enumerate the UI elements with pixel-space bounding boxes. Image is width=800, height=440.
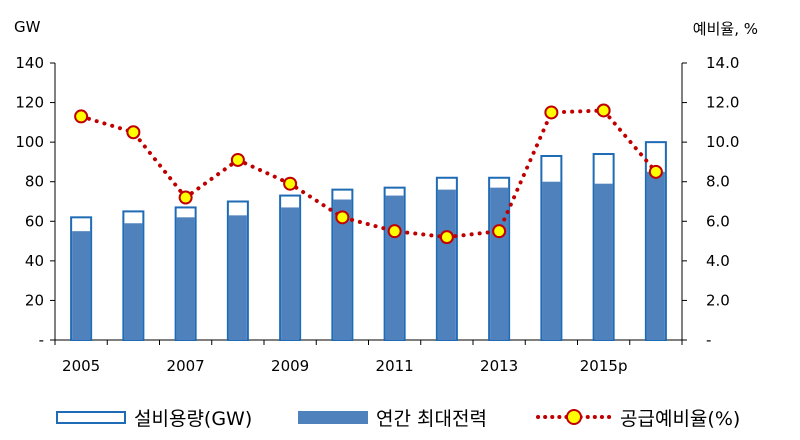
reserve-rate-point <box>492 224 507 239</box>
legend-swatch-capacity <box>56 410 126 424</box>
peak-demand-bar <box>124 223 143 340</box>
left-tick-label: - <box>39 331 44 349</box>
peak-demand-bar <box>228 215 247 340</box>
reserve-rate-point <box>648 164 663 179</box>
reserve-rate-point <box>335 210 350 225</box>
reserve-rate-point <box>74 109 89 124</box>
reserve-rate-point <box>126 125 141 140</box>
x-tick-label: 2009 <box>271 357 309 375</box>
x-tick-label: 2005 <box>62 357 100 375</box>
left-tick-label: 120 <box>15 94 44 112</box>
right-tick-label: 6.0 <box>706 212 730 230</box>
peak-demand-bar <box>333 199 352 340</box>
reserve-rate-point <box>596 103 611 118</box>
x-tick-label: 2013 <box>480 357 518 375</box>
left-tick-label: 60 <box>25 212 44 230</box>
legend-label-peak: 연간 최대전력 <box>376 407 487 430</box>
left-tick-label: 40 <box>25 252 44 270</box>
reserve-rate-point <box>178 190 193 205</box>
legend-label-reserve: 공급예비율(%) <box>620 407 741 430</box>
x-tick-label: 2007 <box>167 357 205 375</box>
peak-demand-bar <box>385 195 404 340</box>
peak-demand-bar <box>542 181 561 340</box>
right-tick-label: 14.0 <box>706 54 739 72</box>
reserve-rate-point <box>544 105 559 120</box>
peak-demand-bar <box>281 207 300 340</box>
peak-demand-bar <box>72 231 91 340</box>
right-tick-label: 12.0 <box>706 94 739 112</box>
peak-demand-bar <box>176 217 195 340</box>
x-tick-label: 2015p <box>580 357 628 375</box>
left-tick-label: 140 <box>15 54 44 72</box>
reserve-rate-point <box>283 176 298 191</box>
left-axis-unit: GW <box>14 18 41 36</box>
legend-item-capacity: 설비용량(GW) <box>56 402 252 432</box>
peak-demand-bar <box>490 187 509 340</box>
right-tick-label: 4.0 <box>706 252 730 270</box>
right-tick-label: 10.0 <box>706 133 739 151</box>
reserve-rate-point <box>387 224 402 239</box>
peak-demand-bar <box>646 171 665 340</box>
peak-demand-bar <box>437 189 456 340</box>
legend-swatch-reserve <box>536 407 612 427</box>
legend-item-peak: 연간 최대전력 <box>298 402 487 432</box>
legend-swatch-peak <box>298 410 368 424</box>
left-tick-label: 100 <box>15 133 44 151</box>
legend-item-reserve: 공급예비율(%) <box>536 402 740 432</box>
x-tick-label: 2011 <box>376 357 414 375</box>
right-tick-label: 2.0 <box>706 291 730 309</box>
left-tick-label: 20 <box>25 291 44 309</box>
reserve-rate-line <box>79 108 658 240</box>
plot-area: - 20 40 60 80 100 120 140 - 2.0 4.0 6.0 8.0 10.0 12.0 1… <box>15 54 739 375</box>
reserve-rate-point <box>230 152 245 167</box>
peak-demand-bar <box>594 183 613 340</box>
reserve-rate-point <box>439 230 454 245</box>
right-tick-label: 8.0 <box>706 173 730 191</box>
left-tick-label: 80 <box>25 173 44 191</box>
right-axis-unit: 예비율, % <box>692 20 758 38</box>
right-tick-label: - <box>706 331 711 349</box>
legend-label-capacity: 설비용량(GW) <box>134 407 253 430</box>
